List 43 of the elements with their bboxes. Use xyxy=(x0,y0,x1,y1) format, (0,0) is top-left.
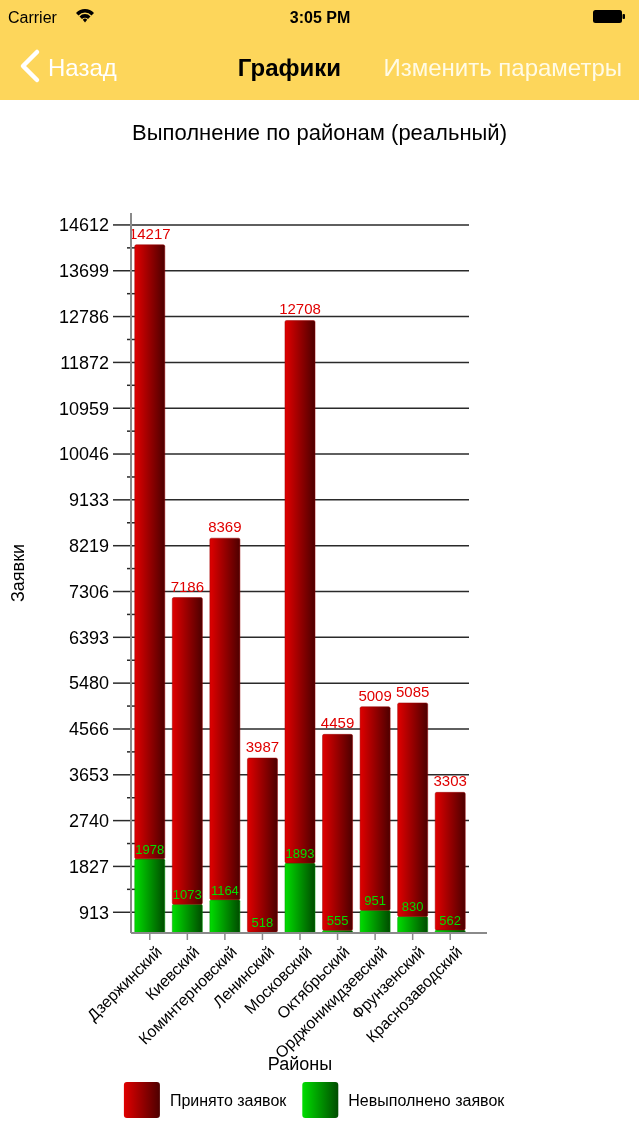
y-tick-label: 8219 xyxy=(68,536,109,557)
total-label: 12708 xyxy=(279,300,321,318)
y-tick-label: 6393 xyxy=(68,627,109,648)
y-tick-label: 10959 xyxy=(58,398,109,419)
text: Графики xyxy=(237,54,341,81)
text: 3:05 PM xyxy=(289,9,351,26)
y-tick-label: 10046 xyxy=(58,444,109,465)
total-label: 7186 xyxy=(170,577,205,595)
total-label: 5085 xyxy=(395,682,430,700)
data-label: 830 xyxy=(401,899,424,915)
total-label: 3987 xyxy=(245,738,280,756)
y-tick-label: 9133 xyxy=(68,490,109,511)
data-label: 1978 xyxy=(135,841,165,857)
text: Carrier xyxy=(8,9,58,26)
total-label: 3303 xyxy=(433,772,467,790)
text: Назад xyxy=(48,54,117,81)
total-label: 14217 xyxy=(128,224,171,242)
y-tick-label: 12786 xyxy=(58,306,109,327)
chart-title: Выполнение по районам (реальный) xyxy=(132,120,507,145)
data-label: 1073 xyxy=(172,887,202,903)
y-axis-title: Заявки xyxy=(8,543,28,603)
y-tick-label: 7306 xyxy=(68,581,109,602)
y-tick-label: 5480 xyxy=(68,673,109,694)
text: Изменить параметры xyxy=(383,54,622,81)
y-tick-label: 13699 xyxy=(58,261,109,282)
data-label: 951 xyxy=(364,893,386,909)
data-label: 518 xyxy=(251,915,274,931)
total-label: 8369 xyxy=(208,518,242,536)
data-label: 1893 xyxy=(285,846,315,862)
total-label: 4459 xyxy=(320,714,355,732)
y-tick-label: 913 xyxy=(78,902,109,923)
total-label: 5009 xyxy=(358,686,392,704)
y-tick-label: 14612 xyxy=(58,215,109,236)
legend-label: Невыполнено заявок xyxy=(348,1091,506,1109)
data-label: 1164 xyxy=(210,882,239,898)
data-label: 562 xyxy=(439,912,462,928)
y-tick-label: 4566 xyxy=(68,719,109,740)
data-label: 555 xyxy=(326,913,349,929)
y-tick-label: 2740 xyxy=(68,810,109,831)
y-tick-label: 11872 xyxy=(60,352,109,373)
y-tick-label: 3653 xyxy=(68,765,109,786)
y-tick-label: 1827 xyxy=(68,856,109,877)
legend-label: Принято заявок xyxy=(169,1091,288,1109)
